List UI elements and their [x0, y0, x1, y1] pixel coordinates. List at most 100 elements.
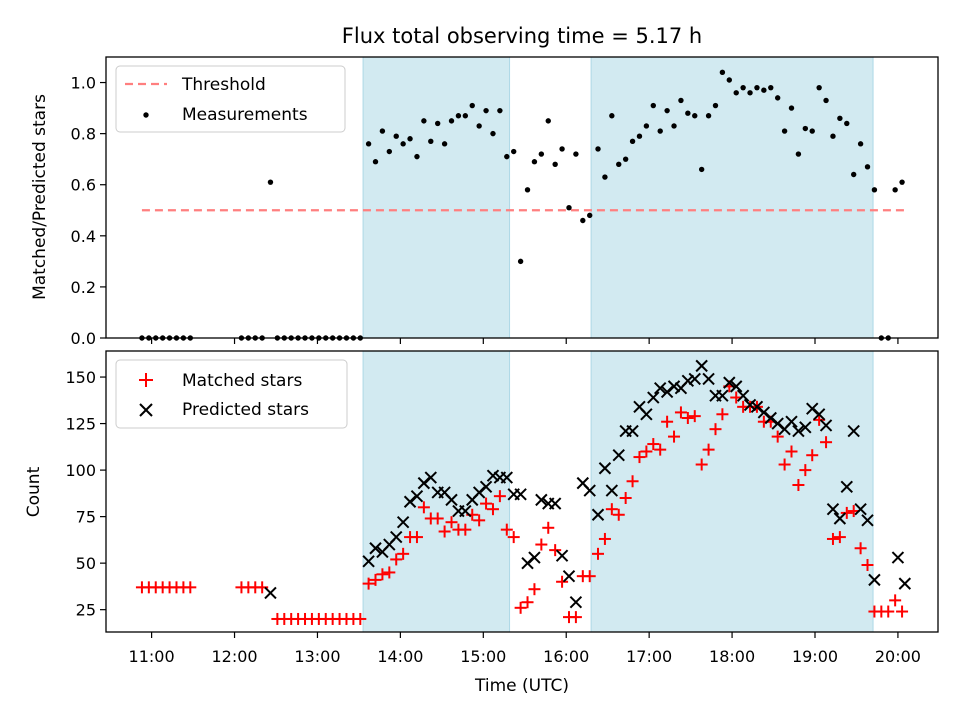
matched-star-point-35 — [431, 512, 444, 525]
measurement-point-77 — [719, 69, 726, 76]
measurement-point-95 — [844, 120, 850, 127]
measurement-point-27 — [372, 159, 379, 165]
figure-title: Flux total observing time = 5.17 h — [342, 24, 702, 48]
matched-star-point-11 — [256, 581, 269, 594]
measurement-point-85 — [774, 95, 781, 101]
measurement-point-12 — [267, 179, 274, 185]
measurement-point-32 — [407, 136, 413, 142]
matched-star-point-33 — [417, 501, 430, 514]
measurement-point-79 — [733, 90, 739, 96]
measurement-point-96 — [850, 171, 857, 178]
matched-star-point-76 — [716, 408, 729, 421]
predicted-star-point-67 — [819, 419, 833, 432]
measurement-point-70 — [671, 123, 677, 129]
matched-star-point-90 — [813, 413, 826, 426]
predicted-star-point-19 — [486, 469, 500, 482]
matched-star-point-55 — [569, 611, 582, 624]
measurement-point-89 — [802, 125, 809, 132]
legend-threshold-label: Threshold — [181, 75, 266, 95]
matched-star-point-44 — [493, 490, 506, 503]
measurement-point-57 — [580, 217, 586, 224]
measurement-point-73 — [692, 113, 698, 119]
matched-star-point-91 — [820, 436, 833, 449]
predicted-star-point-73 — [861, 514, 874, 527]
measurement-point-94 — [837, 115, 843, 122]
predicted-star-point-56 — [743, 398, 757, 412]
matched-star-point-62 — [619, 492, 632, 505]
matched-star-point-61 — [612, 508, 625, 521]
matched-star-point-41 — [473, 514, 486, 527]
measurement-point-37 — [441, 141, 448, 147]
measurement-point-48 — [517, 258, 524, 265]
bottom-ytick-label-4: 125 — [65, 415, 96, 434]
predicted-star-point-6 — [396, 515, 410, 529]
predicted-star-point-37 — [612, 449, 625, 462]
predicted-star-point-69 — [833, 512, 847, 525]
matched-star-point-92 — [826, 532, 839, 545]
measurement-point-45 — [497, 107, 503, 114]
measurement-point-33 — [414, 153, 420, 160]
matched-star-point-73 — [695, 458, 708, 471]
top-shaded-region-1 — [590, 56, 874, 339]
predicted-star-point-64 — [799, 421, 812, 434]
matched-star-point-27 — [376, 568, 389, 581]
matched-star-point-46 — [507, 531, 520, 544]
measurement-point-61 — [609, 113, 615, 119]
measurement-point-31 — [400, 141, 406, 147]
matched-star-point-29 — [390, 553, 403, 566]
measurement-point-40 — [462, 113, 469, 119]
xtick-label-5: 16:00 — [543, 647, 589, 666]
matched-star-point-67 — [654, 443, 667, 456]
measurement-point-71 — [678, 97, 684, 104]
predicted-star-point-36 — [605, 484, 619, 497]
legend-predicted-swatch — [139, 403, 153, 417]
predicted-star-point-8 — [410, 489, 424, 503]
measurement-point-93 — [830, 133, 836, 139]
top-ytick-label-5: 1.0 — [71, 74, 96, 93]
measurement-point-30 — [393, 133, 399, 139]
measurement-point-26 — [365, 141, 372, 147]
predicted-star-point-34 — [591, 508, 605, 521]
predicted-star-point-1 — [362, 555, 375, 568]
top-ytick-label-0: 0.0 — [71, 329, 96, 348]
predicted-star-point-52 — [716, 389, 729, 402]
matched-star-point-69 — [668, 430, 681, 443]
matched-star-point-48 — [521, 596, 534, 609]
predicted-star-point-29 — [555, 549, 569, 562]
measurement-point-87 — [788, 105, 795, 111]
measurement-point-59 — [595, 146, 601, 152]
predicted-star-point-68 — [826, 502, 840, 516]
xtick-label-2: 13:00 — [294, 647, 340, 666]
predicted-star-point-72 — [854, 502, 867, 516]
xtick-label-7: 18:00 — [709, 647, 755, 666]
predicted-star-point-50 — [702, 372, 715, 386]
matched-star-point-51 — [542, 521, 555, 534]
predicted-star-point-10 — [424, 471, 437, 484]
measurement-point-60 — [602, 174, 608, 180]
measurement-point-55 — [566, 205, 572, 211]
top-ytick-label-2: 0.4 — [71, 227, 96, 246]
matched-star-point-32 — [410, 531, 423, 544]
measurement-point-83 — [761, 87, 767, 93]
bottom-ytick-label-1: 50 — [76, 554, 96, 573]
measurement-point-97 — [857, 141, 864, 147]
matched-star-point-97 — [861, 559, 874, 572]
measurement-point-43 — [483, 107, 489, 114]
matched-star-point-58 — [592, 547, 605, 560]
measurement-point-82 — [754, 84, 760, 91]
measurement-point-47 — [511, 148, 517, 155]
predicted-star-point-63 — [792, 424, 805, 438]
predicted-star-point-0 — [264, 586, 277, 600]
matched-star-point-102 — [896, 605, 909, 618]
matched-star-point-75 — [709, 423, 722, 436]
measurement-point-102 — [892, 187, 898, 193]
matched-star-point-57 — [583, 570, 596, 583]
matched-star-point-50 — [535, 538, 548, 551]
predicted-star-point-2 — [369, 542, 382, 555]
legend-predicted-label: Predicted stars — [182, 400, 309, 420]
measurement-point-67 — [650, 102, 656, 109]
predicted-star-point-23 — [514, 488, 527, 501]
measurement-point-86 — [781, 128, 788, 134]
predicted-star-point-75 — [891, 551, 905, 564]
